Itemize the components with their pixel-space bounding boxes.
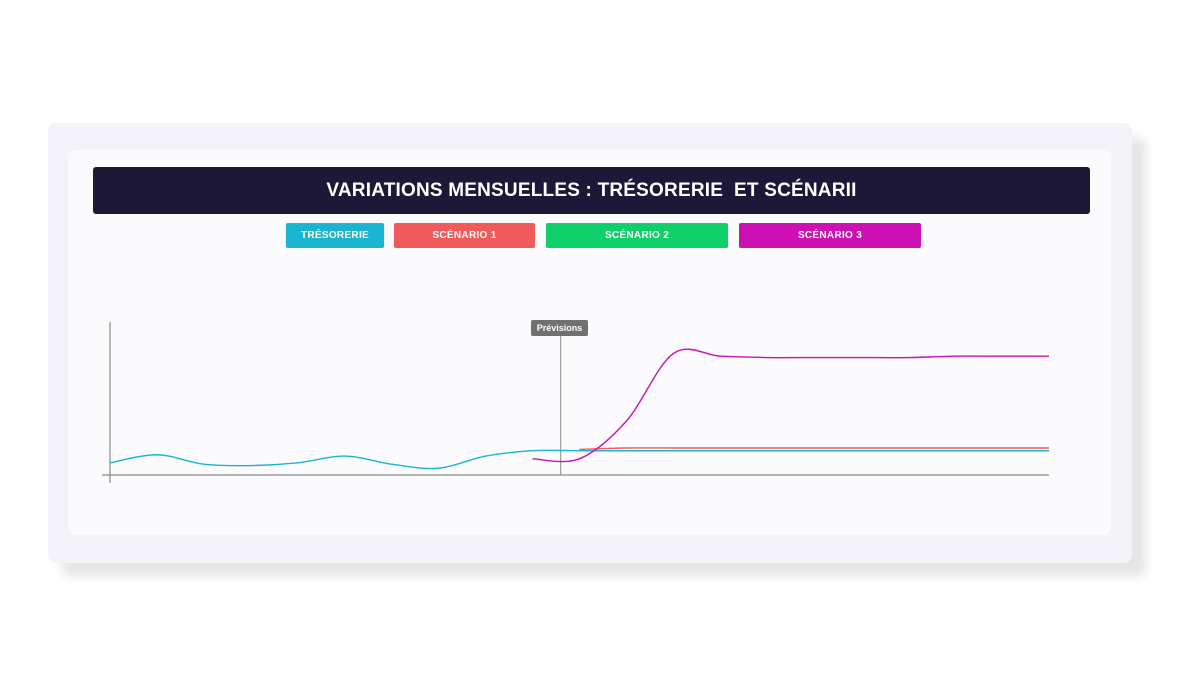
legend-item-scenario-3[interactable]: SCÉNARIO 3 [739, 223, 921, 248]
legend-label: SCÉNARIO 2 [604, 230, 670, 241]
chart-area: Prévisions [68, 150, 1111, 535]
chart-title-bar: VARIATIONS MENSUELLES : TRÉSORERIE ET SC… [93, 167, 1090, 214]
series-line-tr-sorerie [109, 449, 1049, 470]
series-line-sc-nario-3 [532, 348, 1049, 463]
legend-item-scenario-2[interactable]: SCÉNARIO 2 [546, 223, 728, 248]
legend-label: SCÉNARIO 1 [432, 230, 497, 241]
chart-card: VARIATIONS MENSUELLES : TRÉSORERIE ET SC… [68, 150, 1111, 535]
legend-label: TRÉSORERIE [300, 230, 369, 241]
legend-item-tresorerie[interactable]: TRÉSORERIE [286, 223, 384, 248]
legend-item-scenario-1[interactable]: SCÉNARIO 1 [394, 223, 535, 248]
legend-label: SCÉNARIO 3 [797, 230, 863, 241]
forecast-label: Prévisions [531, 320, 588, 336]
chart-title: VARIATIONS MENSUELLES : TRÉSORERIE ET SC… [326, 179, 857, 201]
series-line-sc-nario-1 [579, 447, 1049, 451]
line-chart [102, 322, 1049, 483]
card-shadow-frame: VARIATIONS MENSUELLES : TRÉSORERIE ET SC… [48, 123, 1132, 563]
